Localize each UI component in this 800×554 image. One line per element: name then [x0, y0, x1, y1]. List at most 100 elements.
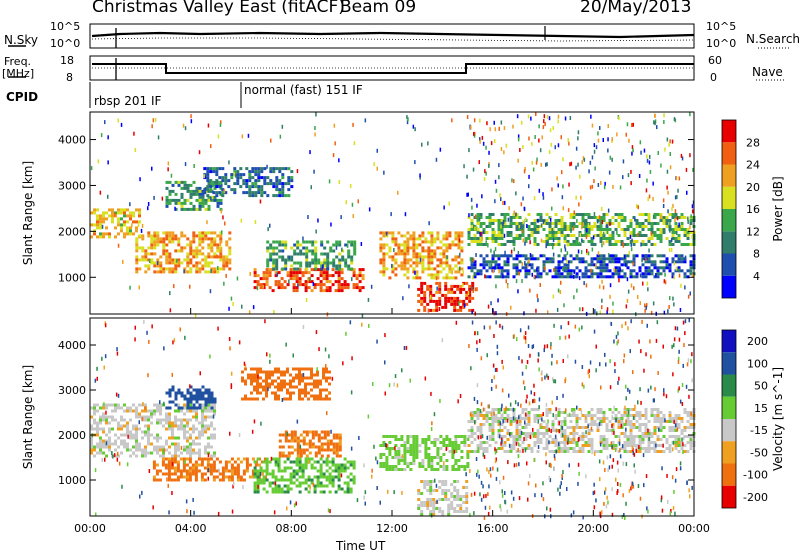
data-band — [278, 430, 342, 458]
beam-label: Beam 09 — [340, 0, 417, 17]
noise-left-tick-bottom: 10^0 — [50, 37, 81, 50]
data-band — [417, 281, 475, 312]
data-band — [165, 180, 223, 211]
freq-left-tick-bottom: 8 — [66, 71, 73, 84]
freq-left-tick-top: 18 — [60, 54, 74, 67]
data-band — [253, 268, 365, 293]
colorbar-tick-label: -50 — [750, 446, 768, 459]
power-panel-frame — [89, 111, 695, 315]
freq-unit-label: [MHz] — [2, 67, 35, 80]
colorbar-tick-label: 8 — [753, 248, 760, 261]
colorbar-label: Velocity [m s^-1] — [771, 367, 785, 471]
data-band — [467, 408, 696, 453]
colorbar-frame — [721, 119, 737, 299]
velocity-panel-frame — [89, 317, 695, 517]
colorbar-tick-label: 4 — [753, 270, 760, 283]
x-tick-label: 04:00 — [175, 522, 207, 535]
colorbar-tick-label: 28 — [746, 136, 760, 149]
colorbar-tick-label: 24 — [746, 159, 760, 172]
velocity-colorbar: 200 100 50 15 -15 -50 -100 -200 Velocity [m s^-1… — [721, 329, 785, 509]
colorbar-tick-label: 200 — [747, 335, 768, 348]
colorbar-tick-label: -100 — [743, 469, 768, 482]
colorbar-segment — [722, 231, 736, 254]
y-tick-label: 4000 — [58, 339, 86, 352]
colorbar-frame — [721, 329, 737, 509]
colorbar-tick-label: 15 — [754, 402, 768, 415]
cpid-mode-2: normal (fast) 151 IF — [244, 83, 363, 97]
y-axis-label: Slant Range [km] — [21, 365, 35, 469]
colorbar-tick-label: -15 — [750, 424, 768, 437]
nsky-line — [91, 31, 695, 39]
x-tick-label: 20:00 — [577, 522, 609, 535]
noise-left-tick-top: 10^5 — [50, 20, 81, 33]
nsearch-line — [91, 37, 695, 42]
y-axis-label: Slant Range [km] — [21, 161, 35, 265]
data-band — [266, 240, 357, 271]
colorbar-segment — [722, 209, 736, 232]
nave-label: Nave — [752, 65, 783, 79]
y-tick-label: 1000 — [58, 271, 86, 284]
x-tick-label: 00:00 — [74, 522, 106, 535]
colorbar-segment — [722, 485, 736, 508]
scatter-noise — [90, 112, 695, 318]
data-band — [379, 435, 470, 471]
data-band — [165, 385, 217, 410]
nsky-label: N.Sky — [4, 33, 39, 47]
freq-panel-frame — [89, 55, 695, 81]
colorbar-segment — [722, 186, 736, 209]
freq-label: Freq. — [4, 55, 32, 68]
colorbar-segment — [722, 396, 736, 419]
data-band — [379, 231, 464, 280]
data-band — [135, 231, 232, 274]
data-band — [417, 480, 469, 516]
colorbar-tick-label: 20 — [746, 181, 760, 194]
colorbar-segment — [722, 441, 736, 464]
y-tick-label: 1000 — [58, 474, 86, 487]
x-tick-label: 12:00 — [376, 522, 408, 535]
data-band — [90, 403, 216, 458]
colorbar-segment — [722, 253, 736, 276]
colorbar-segment — [722, 352, 736, 375]
velocity-panel: 1000 2000 3000 4000 Slant Range [km] 00:00 04:… — [21, 318, 710, 535]
colorbar-segment — [722, 164, 736, 187]
colorbar-label: Power [dB] — [771, 176, 785, 241]
colorbar-tick-label: 50 — [754, 380, 768, 393]
colorbar-segment — [722, 374, 736, 397]
colorbar-tick-label: 12 — [746, 225, 760, 238]
date-label: 20/May/2013 — [580, 0, 692, 17]
x-tick-label: 16:00 — [477, 522, 509, 535]
data-band — [152, 457, 267, 482]
colorbar-tick-label: 16 — [746, 203, 760, 216]
y-tick-label: 3000 — [58, 384, 86, 397]
chart-title: Christmas Valley East (fitACF) — [92, 0, 345, 17]
y-tick-label: 4000 — [58, 134, 86, 147]
colorbar-segment — [722, 419, 736, 442]
freq-right-tick-bottom: 0 — [710, 71, 717, 84]
data-band — [467, 254, 696, 279]
data-band — [253, 457, 356, 494]
nsearch-label: N.Search — [746, 32, 800, 46]
noise-right-tick-bottom: 10^0 — [706, 37, 737, 50]
colorbar-segment — [722, 142, 736, 165]
colorbar-segment — [722, 120, 736, 143]
power-panel: 1000 2000 3000 4000 Slant Range [km] — [21, 112, 696, 318]
x-axis-label: Time UT — [336, 539, 386, 553]
colorbar-segment — [722, 275, 736, 298]
data-band — [241, 367, 331, 401]
colorbar-segment — [722, 463, 736, 486]
power-colorbar: 4 8 12 16 20 24 28 Power [dB] — [721, 119, 785, 299]
x-tick-label: 00:00 — [678, 522, 710, 535]
y-tick-label: 3000 — [58, 179, 86, 192]
cpid-mode-1: rbsp 201 IF — [94, 94, 162, 108]
noise-right-tick-top: 10^5 — [706, 20, 737, 33]
colorbar-segment — [722, 330, 736, 353]
y-tick-label: 2000 — [58, 225, 86, 238]
data-band — [203, 167, 294, 198]
freq-right-tick-top: 60 — [708, 54, 722, 67]
freq-line — [92, 63, 694, 74]
y-tick-label: 2000 — [58, 429, 86, 442]
colorbar-tick-label: -200 — [743, 491, 768, 504]
scatter-noise — [91, 318, 693, 520]
cpid-label: CPID — [6, 90, 39, 104]
